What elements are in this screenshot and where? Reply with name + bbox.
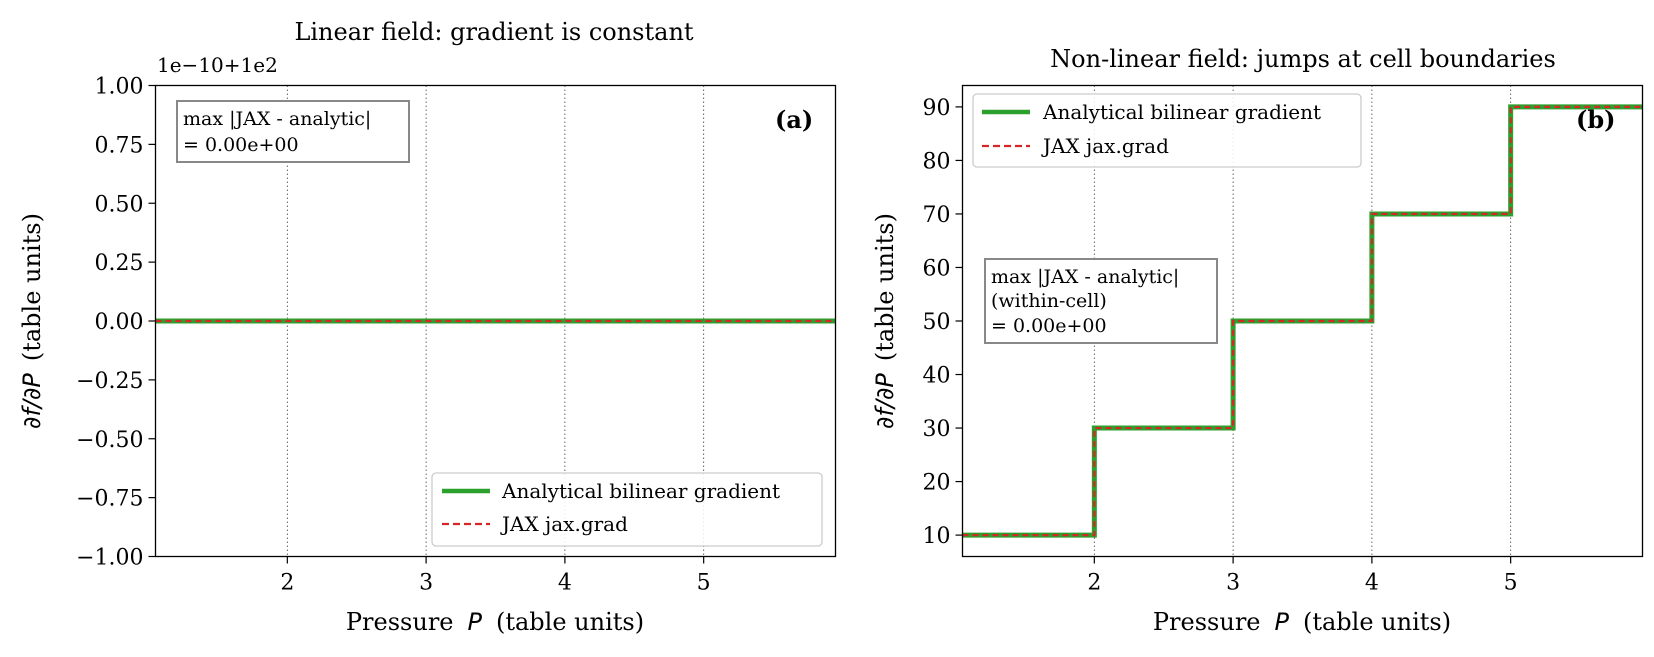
legend-label-jax-a: JAX jax.grad — [500, 512, 628, 536]
y-tick-label-b-2: 30 — [923, 417, 951, 442]
y-tick-label-b-6: 70 — [923, 203, 951, 228]
y-label-post-a: (table units) — [18, 213, 46, 361]
y-tick-label-a-7: −0.75 — [76, 487, 143, 512]
annotation-line-a-2: = 0.00e+00 — [183, 134, 299, 156]
y-tick-label-a-0: 1.00 — [95, 75, 144, 100]
y-tick-label-b-8: 90 — [923, 96, 951, 121]
chart-title-a: Linear field: gradient is constant — [294, 18, 693, 46]
legend-b: Analytical bilinear gradient JAX jax.gra… — [972, 93, 1362, 168]
annotation-line-b-3: = 0.00e+00 — [991, 315, 1107, 337]
series-lines-b — [962, 104, 1643, 538]
annotation-line-b-2: (within-cell) — [991, 290, 1107, 312]
y-tick-label-a-6: −0.50 — [76, 428, 143, 453]
series-line-b-jax — [962, 105, 1643, 537]
x-axis-label-b: Pressure P (table units) — [1153, 608, 1451, 636]
annotation-line-b-1: max |JAX - analytic| — [991, 266, 1179, 288]
x-label-symbol-b: P — [1275, 608, 1290, 636]
x-label-pre-b: Pressure — [1153, 608, 1261, 636]
y-axis-label-b: ∂f/∂P (table units) — [871, 213, 899, 429]
y-tick-label-b-0: 10 — [923, 524, 951, 549]
y-label-post-b: (table units) — [871, 213, 899, 361]
x-tick-label-b-5: 5 — [1504, 571, 1518, 596]
y-tick-label-a-4: 0.00 — [95, 310, 144, 335]
chart-panel-b: Non-linear field: jumps at cell boundari… — [871, 45, 1644, 636]
x-tick-label-b-3: 3 — [1226, 571, 1240, 596]
y-tick-label-b-3: 40 — [923, 364, 951, 389]
y-tick-label-b-5: 60 — [923, 256, 951, 281]
panel-label-b: (b) — [1576, 105, 1616, 134]
x-tick-label-a-2: 2 — [280, 571, 294, 596]
y-tick-label-a-3: 0.25 — [95, 251, 144, 276]
y-tick-label-b-4: 50 — [923, 310, 951, 335]
legend-a: Analytical bilinear gradient JAX jax.gra… — [431, 472, 823, 547]
x-label-post-b: (table units) — [1303, 608, 1451, 636]
x-axis-label-a: Pressure P (table units) — [346, 608, 644, 636]
offset-text-a: 1e−10+1e2 — [157, 53, 278, 77]
x-tick-label-a-5: 5 — [697, 571, 711, 596]
x-tick-label-a-3: 3 — [419, 571, 433, 596]
x-label-pre-a: Pressure — [346, 608, 454, 636]
y-tick-label-a-5: −0.25 — [76, 369, 143, 394]
y-tick-label-a-1: 0.75 — [95, 133, 144, 158]
y-tick-label-b-1: 20 — [923, 471, 951, 496]
chart-panel-a: Linear field: gradient is constant 1e−10… — [18, 18, 837, 636]
annotation-line-a-1: max |JAX - analytic| — [183, 108, 371, 130]
legend-label-analytical-b: Analytical bilinear gradient — [1042, 100, 1321, 124]
x-tick-label-b-2: 2 — [1087, 571, 1101, 596]
y-axis-label-a: ∂f/∂P (table units) — [18, 213, 46, 429]
y-tick-label-a-2: 0.50 — [95, 192, 144, 217]
annotation-box-b: max |JAX - analytic| (within-cell) = 0.0… — [984, 258, 1218, 344]
annotation-box-a: max |JAX - analytic| = 0.00e+00 — [176, 100, 410, 163]
y-tick-label-a-8: −1.00 — [76, 546, 143, 571]
axis-ticks-b: 2 3 4 5 10 20 30 40 50 60 70 80 90 — [923, 96, 1518, 596]
x-label-post-a: (table units) — [496, 608, 644, 636]
y-label-symbol-b: ∂f/∂P — [871, 373, 899, 429]
legend-label-analytical-a: Analytical bilinear gradient — [501, 479, 780, 503]
x-tick-label-b-4: 4 — [1365, 571, 1379, 596]
chart-title-b: Non-linear field: jumps at cell boundari… — [1050, 45, 1556, 73]
x-label-symbol-a: P — [468, 608, 483, 636]
y-label-symbol-a: ∂f/∂P — [18, 373, 46, 429]
y-tick-label-b-7: 80 — [923, 149, 951, 174]
x-tick-label-a-4: 4 — [558, 571, 572, 596]
panel-label-a: (a) — [775, 105, 813, 134]
axis-ticks-a: 2 3 4 5 1.00 0.75 0.50 0.25 0.00 −0.25 −0.50 −0.75 −… — [76, 75, 711, 596]
legend-label-jax-b: JAX jax.grad — [1041, 134, 1169, 158]
